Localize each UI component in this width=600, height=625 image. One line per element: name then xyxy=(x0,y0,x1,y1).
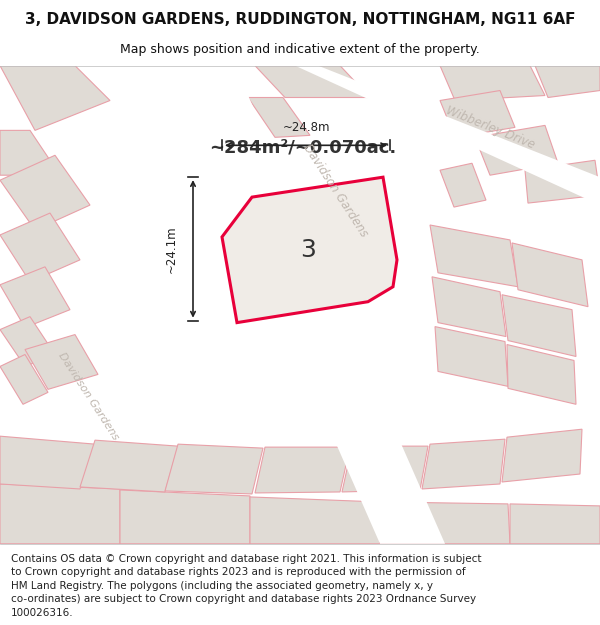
Polygon shape xyxy=(25,334,98,389)
Text: Contains OS data © Crown copyright and database right 2021. This information is : Contains OS data © Crown copyright and d… xyxy=(11,554,481,564)
Polygon shape xyxy=(0,213,80,282)
Polygon shape xyxy=(502,429,582,482)
Polygon shape xyxy=(248,98,310,138)
Polygon shape xyxy=(0,484,120,544)
Text: to Crown copyright and database rights 2023 and is reproduced with the permissio: to Crown copyright and database rights 2… xyxy=(11,567,466,577)
Text: ~24.1m: ~24.1m xyxy=(164,225,178,272)
Polygon shape xyxy=(502,295,576,356)
Polygon shape xyxy=(475,126,558,175)
Polygon shape xyxy=(222,177,397,322)
Polygon shape xyxy=(0,155,90,230)
Polygon shape xyxy=(0,66,110,131)
Polygon shape xyxy=(512,243,588,307)
Polygon shape xyxy=(255,447,350,493)
Text: 3, DAVIDSON GARDENS, RUDDINGTON, NOTTINGHAM, NG11 6AF: 3, DAVIDSON GARDENS, RUDDINGTON, NOTTING… xyxy=(25,12,575,27)
Polygon shape xyxy=(0,267,70,328)
Text: 100026316.: 100026316. xyxy=(11,608,73,618)
Polygon shape xyxy=(0,354,48,404)
Polygon shape xyxy=(507,344,576,404)
Polygon shape xyxy=(120,490,250,544)
Polygon shape xyxy=(0,317,55,366)
Text: 3: 3 xyxy=(300,238,316,262)
Text: Wibberley Drive: Wibberley Drive xyxy=(443,104,536,151)
Polygon shape xyxy=(510,504,600,544)
Polygon shape xyxy=(422,439,505,489)
Polygon shape xyxy=(435,327,508,386)
Polygon shape xyxy=(440,66,545,101)
Polygon shape xyxy=(165,444,263,494)
Text: Davidson Gardens: Davidson Gardens xyxy=(300,141,370,239)
Polygon shape xyxy=(430,225,518,287)
Polygon shape xyxy=(170,66,445,544)
Polygon shape xyxy=(432,277,506,336)
Polygon shape xyxy=(535,66,600,98)
Polygon shape xyxy=(0,436,95,489)
Polygon shape xyxy=(342,446,428,492)
Polygon shape xyxy=(440,163,486,207)
Text: Map shows position and indicative extent of the property.: Map shows position and indicative extent… xyxy=(120,42,480,56)
Polygon shape xyxy=(0,131,60,175)
Polygon shape xyxy=(440,91,515,138)
Polygon shape xyxy=(80,440,178,492)
Text: ~24.8m: ~24.8m xyxy=(282,121,330,134)
Polygon shape xyxy=(250,497,380,544)
Text: co-ordinates) are subject to Crown copyright and database rights 2023 Ordnance S: co-ordinates) are subject to Crown copyr… xyxy=(11,594,476,604)
Text: HM Land Registry. The polygons (including the associated geometry, namely x, y: HM Land Registry. The polygons (includin… xyxy=(11,581,433,591)
Polygon shape xyxy=(255,66,370,98)
Text: Davidson Gardens: Davidson Gardens xyxy=(56,351,120,442)
Polygon shape xyxy=(525,160,600,203)
Text: ~284m²/~0.070ac.: ~284m²/~0.070ac. xyxy=(209,138,397,156)
Polygon shape xyxy=(295,66,600,205)
Polygon shape xyxy=(380,502,510,544)
